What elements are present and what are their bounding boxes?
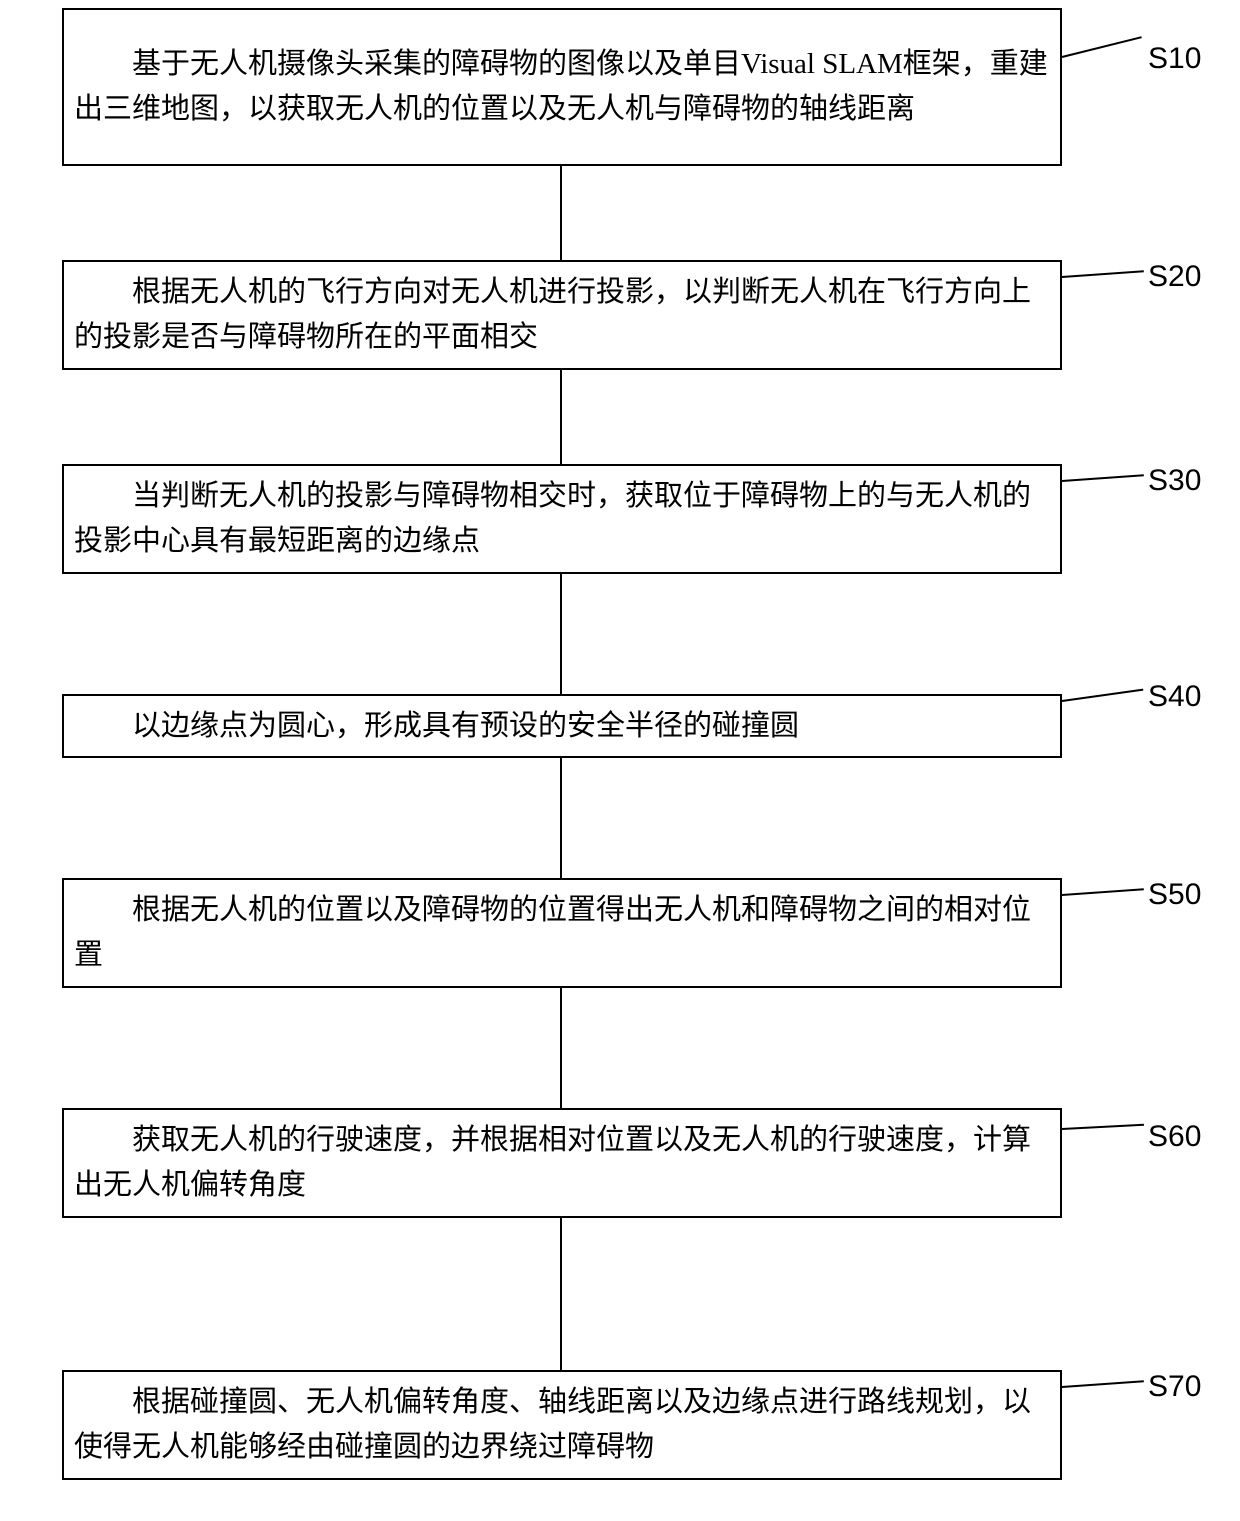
step-label: S30 (1148, 464, 1201, 498)
step-label: S50 (1148, 878, 1201, 912)
flowchart-node: 基于无人机摄像头采集的障碍物的图像以及单目Visual SLAM框架，重建出三维… (62, 8, 1062, 166)
connector (560, 370, 562, 464)
leader-line (1062, 474, 1144, 482)
step-label: S60 (1148, 1120, 1201, 1154)
step-label: S20 (1148, 260, 1201, 294)
flowchart-node: 当判断无人机的投影与障碍物相交时，获取位于障碍物上的与无人机的投影中心具有最短距… (62, 464, 1062, 574)
flowchart-node-text: 以边缘点为圆心，形成具有预设的安全半径的碰撞圆 (74, 704, 799, 749)
connector (560, 1218, 562, 1370)
leader-line (1062, 270, 1144, 278)
connector (560, 574, 562, 694)
flowchart-node: 根据无人机的位置以及障碍物的位置得出无人机和障碍物之间的相对位置 (62, 878, 1062, 988)
flowchart-node: 根据碰撞圆、无人机偏转角度、轴线距离以及边缘点进行路线规划，以使得无人机能够经由… (62, 1370, 1062, 1480)
step-label: S40 (1148, 680, 1201, 714)
leader-line (1062, 1124, 1144, 1130)
step-label: S10 (1148, 42, 1201, 76)
leader-line (1062, 689, 1143, 702)
leader-line (1062, 36, 1142, 58)
flowchart-node-text: 基于无人机摄像头采集的障碍物的图像以及单目Visual SLAM框架，重建出三维… (74, 42, 1050, 132)
flowchart-node: 以边缘点为圆心，形成具有预设的安全半径的碰撞圆 (62, 694, 1062, 758)
flowchart-node-text: 根据碰撞圆、无人机偏转角度、轴线距离以及边缘点进行路线规划，以使得无人机能够经由… (74, 1380, 1050, 1470)
flowchart-canvas: 基于无人机摄像头采集的障碍物的图像以及单目Visual SLAM框架，重建出三维… (0, 0, 1240, 1521)
step-label: S70 (1148, 1370, 1201, 1404)
flowchart-node-text: 当判断无人机的投影与障碍物相交时，获取位于障碍物上的与无人机的投影中心具有最短距… (74, 474, 1050, 564)
leader-line (1062, 1380, 1144, 1388)
flowchart-node-text: 根据无人机的位置以及障碍物的位置得出无人机和障碍物之间的相对位置 (74, 888, 1050, 978)
connector (560, 758, 562, 878)
flowchart-node-text: 获取无人机的行驶速度，并根据相对位置以及无人机的行驶速度，计算出无人机偏转角度 (74, 1118, 1050, 1208)
flowchart-node-text: 根据无人机的飞行方向对无人机进行投影，以判断无人机在飞行方向上的投影是否与障碍物… (74, 270, 1050, 360)
flowchart-node: 根据无人机的飞行方向对无人机进行投影，以判断无人机在飞行方向上的投影是否与障碍物… (62, 260, 1062, 370)
flowchart-node: 获取无人机的行驶速度，并根据相对位置以及无人机的行驶速度，计算出无人机偏转角度 (62, 1108, 1062, 1218)
leader-line (1062, 888, 1144, 896)
connector (560, 988, 562, 1108)
connector (560, 166, 562, 260)
